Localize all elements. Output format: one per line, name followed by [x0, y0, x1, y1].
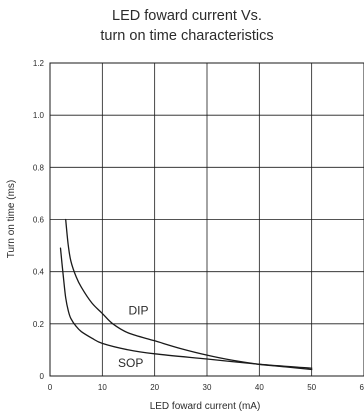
series-line-sop [59, 247, 313, 369]
y-axis-label: Turn on time (ms) [6, 180, 17, 259]
y-tick-label: 0.8 [33, 163, 45, 172]
y-tick-label: 0.2 [33, 320, 45, 329]
series-lines [59, 218, 313, 371]
y-tick-label: 1.0 [33, 111, 45, 120]
plot-frame [49, 62, 364, 377]
y-tick-label: 0.6 [33, 216, 45, 225]
chart-title-line-2: turn on time characteristics [100, 28, 273, 44]
y-tick-label: 1.2 [33, 59, 45, 68]
x-tick-label: 0 [48, 383, 53, 392]
grid [50, 63, 364, 376]
series-label-sop: SOP [118, 356, 143, 370]
x-tick-label: 10 [98, 383, 107, 392]
series-labels: DIP SOP [118, 304, 148, 370]
y-tick-label: 0.4 [33, 268, 45, 277]
tick-labels: 0 10 20 30 40 50 60 0 0.2 0.4 0.6 0.8 1.0 1.2 [33, 59, 364, 392]
x-tick-label: 30 [203, 383, 212, 392]
x-tick-label: 60 [360, 383, 364, 392]
x-tick-label: 20 [150, 383, 159, 392]
x-tick-label: 40 [255, 383, 264, 392]
chart-title-line-1: LED foward current Vs. [112, 8, 262, 24]
series-label-dip: DIP [129, 304, 149, 318]
y-tick-label: 0 [40, 372, 45, 381]
x-axis-label: LED foward current (mA) [150, 401, 261, 412]
x-tick-label: 50 [307, 383, 316, 392]
